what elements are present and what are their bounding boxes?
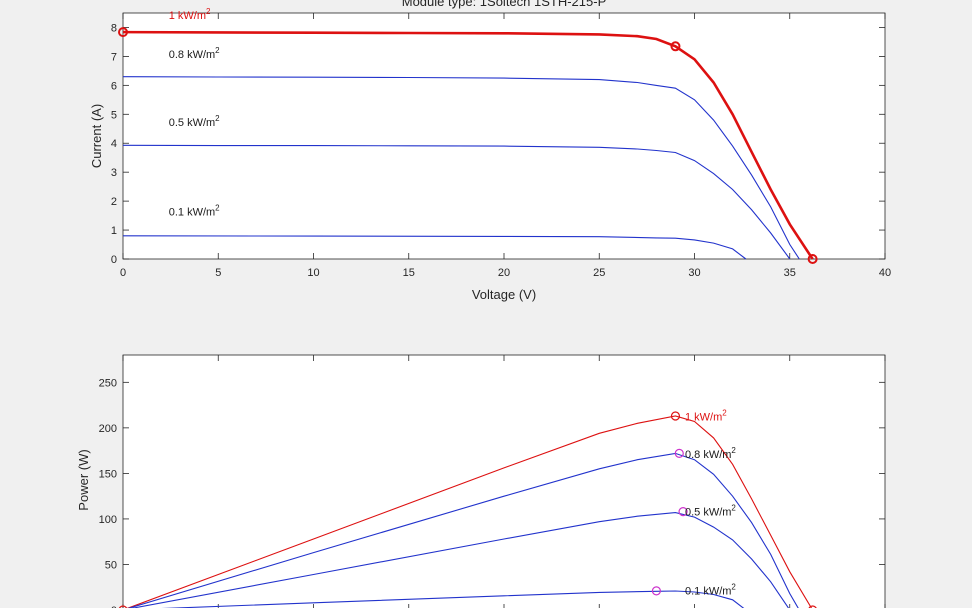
iv-plot-area (122, 12, 886, 260)
iv-series-label-text: 0.8 kW/m (169, 49, 215, 61)
iv-x-tick-label: 30 (688, 267, 700, 279)
pv-y-tick-label: 250 (99, 377, 117, 389)
iv-y-axis-title: Current (A) (89, 104, 104, 168)
iv-x-tick-label: 25 (593, 267, 605, 279)
iv-series-label-sup: 2 (215, 204, 220, 213)
iv-x-tick-label: 20 (498, 267, 510, 279)
pv-series-label: 1 kW/m2 (685, 409, 727, 424)
iv-x-tick-label: 10 (307, 267, 319, 279)
iv-marker (670, 41, 681, 52)
pv-series-label: 0.5 kW/m2 (685, 503, 736, 518)
pv-marker (118, 605, 128, 608)
iv-series-line (122, 30, 814, 260)
iv-series-label-text: 0.5 kW/m (169, 117, 215, 129)
iv-x-tick-label: 0 (120, 267, 126, 279)
iv-y-tick-label: 0 (111, 254, 117, 266)
iv-y-tick-label: 1 (111, 225, 117, 237)
pv-y-tick-label: 100 (99, 514, 117, 526)
pv-y-tick-label: 0 (111, 605, 117, 608)
pv-marker (651, 586, 662, 596)
iv-series-label-sup: 2 (215, 114, 220, 123)
pv-marker (670, 411, 681, 421)
pv-y-tick-label: 150 (99, 468, 117, 480)
iv-series-label-text: 1 kW/m (169, 10, 206, 22)
iv-x-tick-label: 15 (403, 267, 415, 279)
pv-series-label-text: 1 kW/m (685, 412, 722, 424)
iv-axes: Module type: 1Soltech 1STH-215-P Voltage… (89, 0, 891, 302)
iv-series-label-text: 0.1 kW/m (169, 207, 215, 219)
pv-series-label-text: 0.8 kW/m (685, 449, 731, 461)
iv-y-tick-label: 2 (111, 196, 117, 208)
pv-series-label: 0.1 kW/m2 (685, 583, 736, 598)
iv-y-tick-label: 7 (111, 51, 117, 63)
iv-x-tick-label: 5 (215, 267, 221, 279)
pv-series-label-sup: 2 (731, 583, 736, 592)
pv-y-tick-label: 200 (99, 423, 117, 435)
iv-series-line (122, 76, 800, 260)
pv-marker (674, 448, 684, 458)
iv-marker (118, 27, 128, 38)
iv-ticks: 0 5 10 15 20 25 30 35 40 0 1 2 3 4 5 6 7 8 (111, 13, 891, 279)
pv-series: 1 kW/m20.8 kW/m20.5 kW/m20.1 kW/m2 (118, 409, 817, 608)
iv-series-label: 0.5 kW/m2 (169, 114, 220, 129)
pv-marker (678, 507, 688, 517)
pv-axes: Power (W) 050100150200250 1 kW/m20.8 kW/… (76, 354, 886, 608)
pv-series-label-text: 0.1 kW/m (685, 586, 731, 598)
pv-series-line (127, 452, 799, 608)
iv-series-label-sup: 2 (215, 46, 220, 55)
pv-series-label: 0.8 kW/m2 (685, 446, 736, 461)
iv-series-label: 0.8 kW/m2 (169, 46, 220, 61)
pv-series-label-text: 0.5 kW/m (685, 506, 731, 518)
pv-series-line (161, 590, 745, 608)
iv-series-label: 0.1 kW/m2 (169, 204, 220, 219)
iv-y-tick-label: 5 (111, 109, 117, 121)
pv-series-label-sup: 2 (722, 409, 727, 418)
iv-series-label-sup: 2 (206, 7, 211, 16)
iv-series-line (122, 144, 791, 260)
iv-y-tick-label: 8 (111, 22, 117, 34)
pv-y-axis-title: Power (W) (76, 449, 91, 510)
pv-y-tick-label: 50 (105, 559, 117, 571)
iv-series: 1 kW/m20.8 kW/m20.5 kW/m20.1 kW/m2 (118, 7, 818, 264)
pv-ticks: 0 50 100 150 200 250 (99, 355, 886, 608)
iv-plot-title: Module type: 1Soltech 1STH-215-P (402, 0, 607, 9)
pv-series-label-sup: 2 (731, 503, 736, 512)
pv-plot-area (122, 354, 886, 608)
iv-x-axis-title: Voltage (V) (472, 287, 536, 302)
iv-y-tick-label: 4 (111, 138, 117, 150)
iv-marker (807, 254, 818, 264)
iv-y-tick-label: 3 (111, 167, 117, 179)
iv-y-tick-label: 6 (111, 80, 117, 92)
pv-series-line (126, 415, 813, 608)
iv-series-line (122, 235, 747, 260)
iv-x-tick-label: 35 (784, 267, 796, 279)
iv-x-tick-label: 40 (879, 267, 891, 279)
pv-series-label-sup: 2 (731, 446, 736, 455)
pv-marker (808, 605, 817, 608)
iv-series-label: 1 kW/m2 (169, 7, 211, 22)
